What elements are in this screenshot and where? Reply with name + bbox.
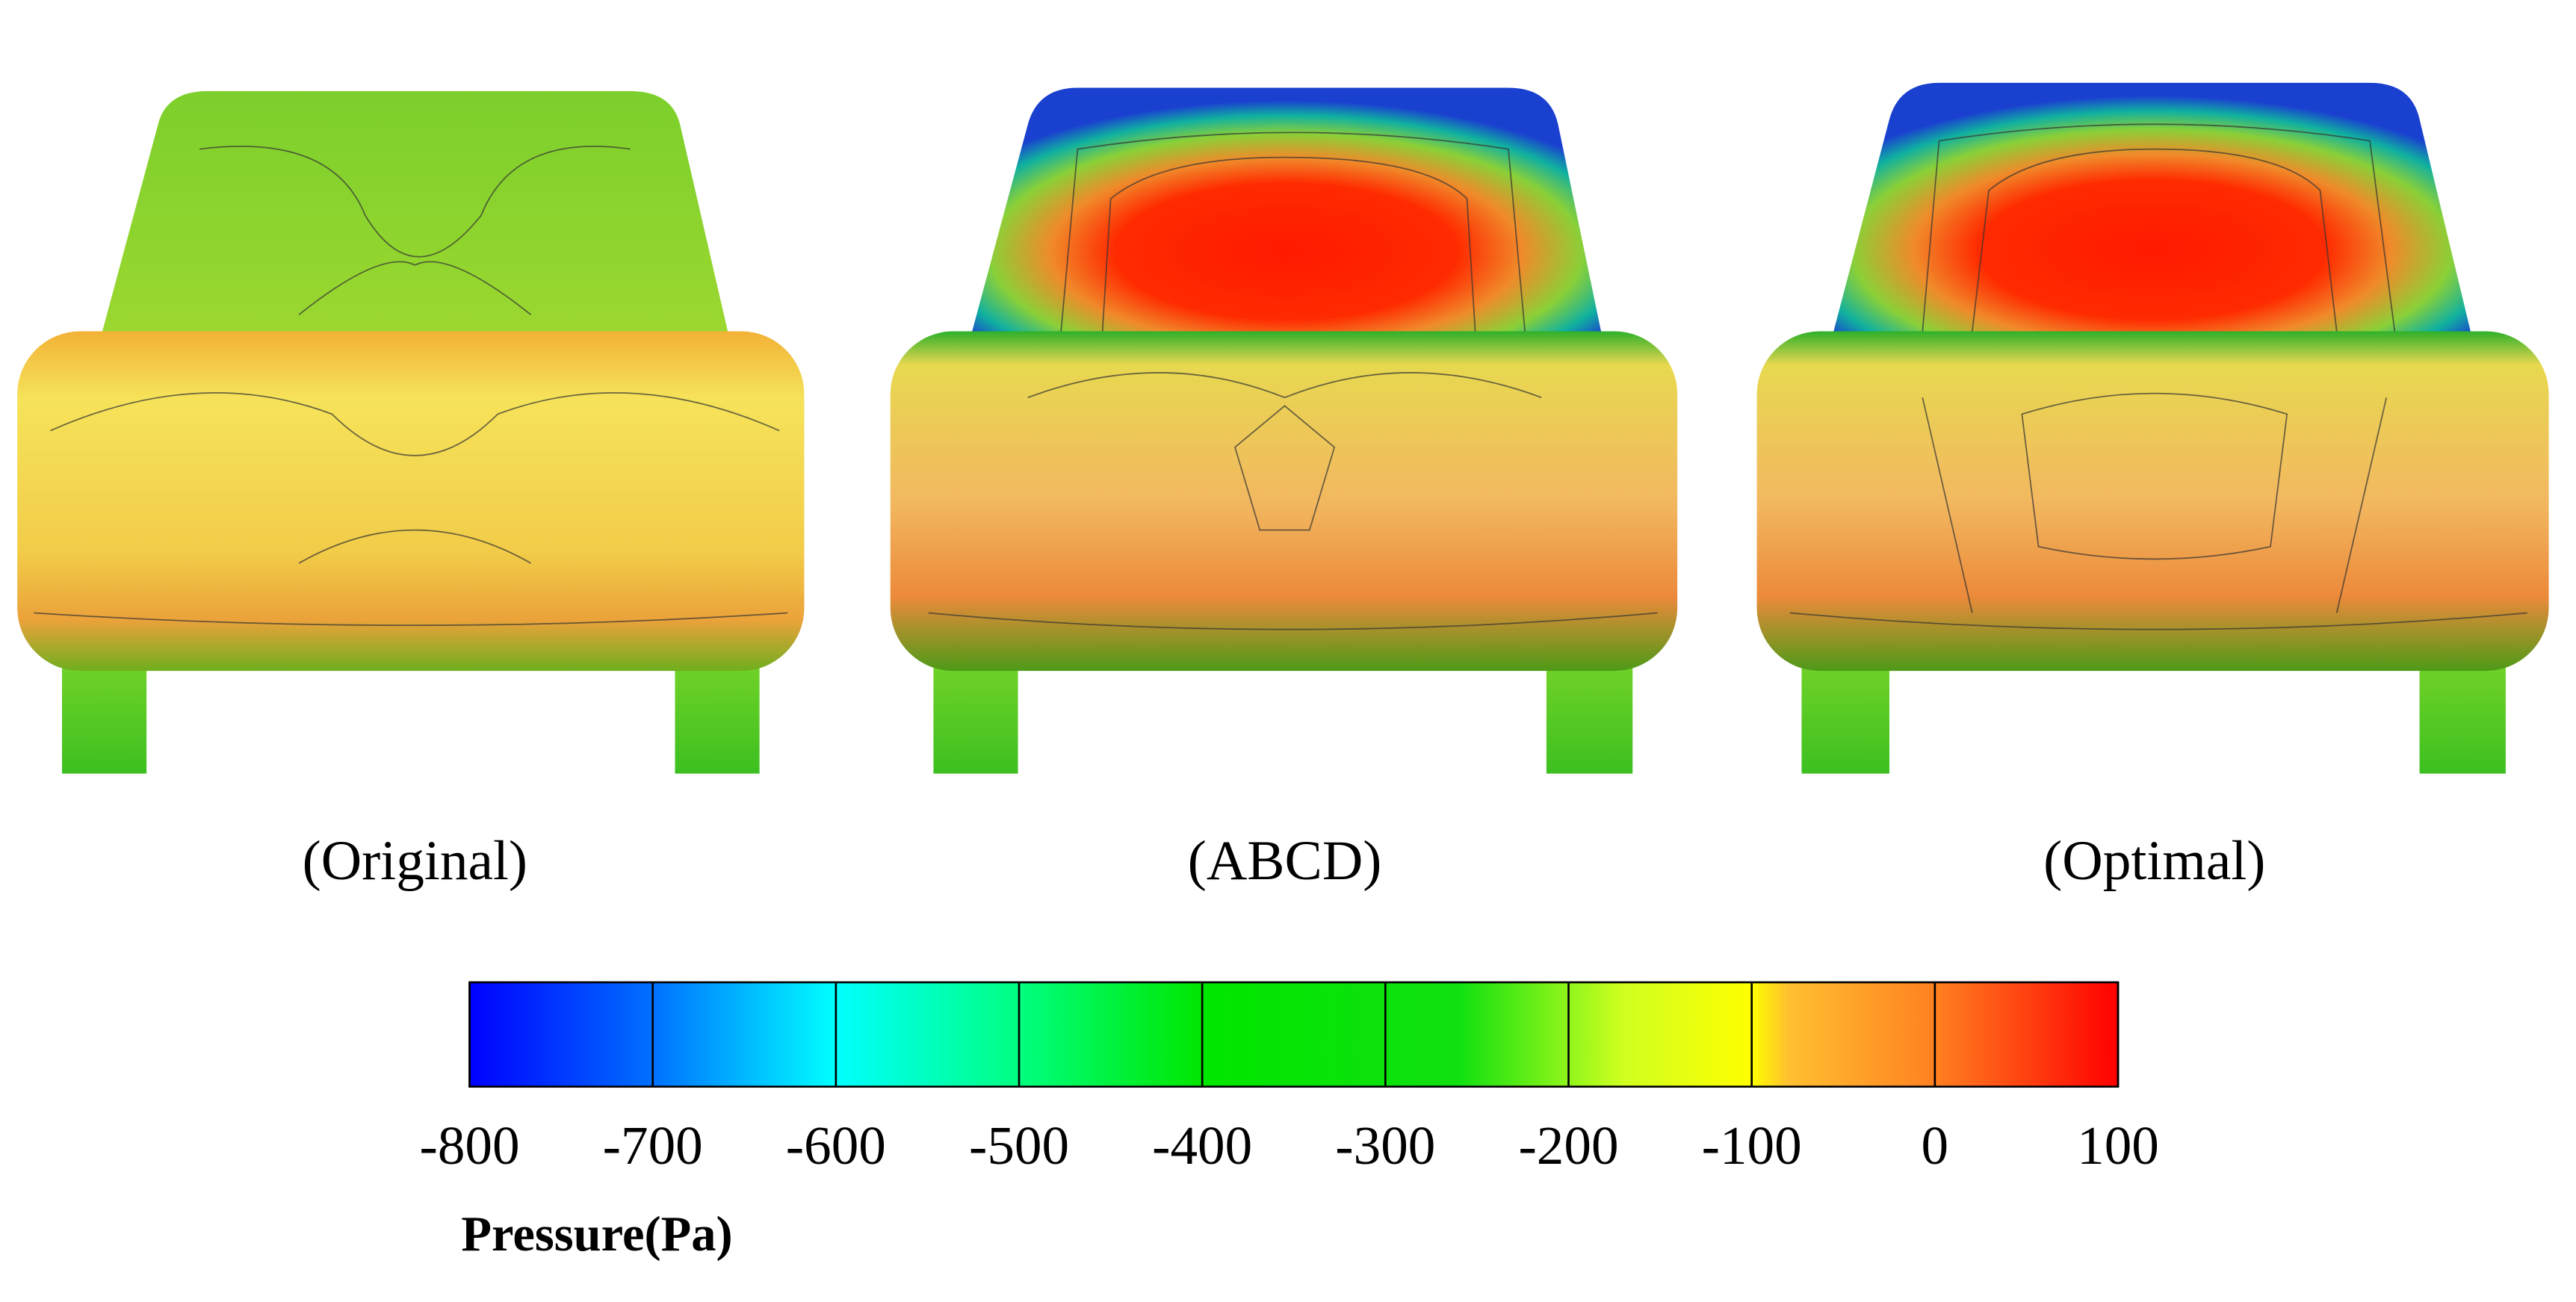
tick-label: -400	[1152, 1115, 1252, 1176]
body	[17, 331, 805, 672]
car-original	[17, 90, 805, 774]
colorbar-fill	[468, 981, 2120, 1088]
tick-label: -300	[1335, 1115, 1435, 1176]
panel-label: (Original)	[303, 830, 527, 892]
panel-label: (ABCD)	[1188, 830, 1382, 892]
tick-label: -600	[786, 1115, 886, 1176]
body	[890, 331, 1678, 672]
tick-label: -200	[1518, 1115, 1618, 1176]
roof	[100, 90, 730, 340]
tick-label: 0	[1922, 1115, 1949, 1176]
car-abcd	[890, 87, 1678, 774]
tick-label: -700	[603, 1115, 703, 1176]
roof	[1831, 82, 2473, 340]
colorbar: -800 -700 -600 -500 -400 -300 -200 -100 0 100	[419, 981, 2159, 1176]
car-optimal	[1756, 82, 2549, 774]
tick-label: 100	[2077, 1115, 2159, 1176]
tick-label: -100	[1702, 1115, 1802, 1176]
panel-label: (Optimal)	[2043, 830, 2265, 892]
tick-label: -800	[419, 1115, 519, 1176]
tick-label: -500	[969, 1115, 1069, 1176]
colorbar-title: Pressure(Pa)	[461, 1207, 732, 1262]
roof	[970, 87, 1603, 340]
body	[1756, 331, 2549, 672]
